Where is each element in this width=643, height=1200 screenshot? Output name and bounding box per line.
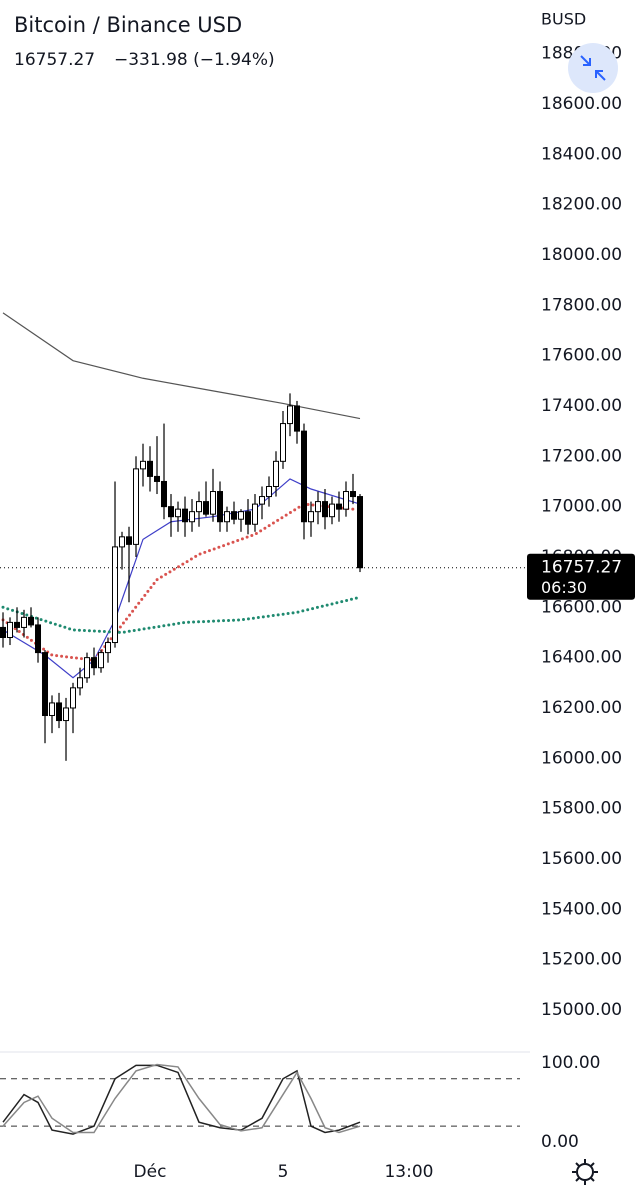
candle-body [154,475,161,482]
candle-body [49,702,56,717]
y-tick-label: 15200.00 [541,950,622,970]
overlay-line [1,595,362,634]
candle-body [217,491,224,523]
candle-body [273,460,280,487]
candle-body [21,616,28,628]
candle-body [196,501,203,513]
y-tick-label: 16200.00 [541,698,622,718]
y-tick-label: 100.00 [541,1053,600,1073]
candle-body [14,621,21,628]
candle-body [238,511,245,520]
candle-body [105,642,112,654]
y-tick-label: 16600.00 [541,597,622,617]
candle-body [259,496,266,505]
candle-body [84,657,91,679]
y-tick-label: 15000.00 [541,1000,622,1020]
candle-body [140,460,147,470]
candle-body [70,687,77,709]
candle-body [321,501,328,518]
candle-body [356,496,363,569]
candle-body [112,546,119,644]
overlay-line [2,478,361,679]
candle-body [266,485,273,498]
candle-body [224,511,231,523]
candle-body [189,511,196,523]
candle-body [63,707,70,722]
collapse-icon [580,55,606,81]
y-tick-label: 18000.00 [541,245,622,265]
y-tick-label: 17600.00 [541,346,622,366]
chart-title: Bitcoin / Binance USD [14,13,242,37]
gear-teeth [572,1159,598,1185]
candle-body [231,511,238,520]
x-tick-label: Déc [134,1162,167,1182]
candle-body [161,480,168,508]
y-tick-label: 16400.00 [541,648,622,668]
candle-body [0,626,7,638]
candle-body [287,405,294,425]
y-tick-label: 17800.00 [541,295,622,315]
candle-body [335,503,342,510]
y-tick-label: 18200.00 [541,195,622,215]
candle-body [245,511,252,525]
candle-body [119,536,126,548]
candle-body [308,511,315,523]
candle-body [280,423,287,462]
y-tick-label: 0.00 [541,1132,579,1152]
y-tick-label: 15800.00 [541,799,622,819]
y-tick-label: 16000.00 [541,748,622,768]
candle-body [56,702,63,722]
last-price-box [527,553,635,600]
y-tick-label: 17000.00 [541,497,622,517]
candle-body [203,501,210,515]
candle-body [301,430,308,523]
countdown-label: 06:30 [541,578,587,597]
y-tick-label: 17400.00 [541,396,622,416]
candle-body [126,536,133,545]
fullscreen-button[interactable] [568,43,618,93]
x-tick-label: 13:00 [384,1162,433,1182]
candle-body [42,652,49,717]
candle-body [294,405,301,432]
y-tick-label: 18600.00 [541,94,622,114]
candle-body [77,677,84,689]
last-price-label: 16757.27 [541,558,622,578]
overlay-line [1,502,355,662]
gear-icon [576,1163,594,1181]
candle-body [91,657,98,669]
candle-body [182,508,189,523]
candle-body [147,460,154,477]
button-bg [568,43,618,93]
y-tick-label: 15600.00 [541,849,622,869]
candle-body [342,491,349,510]
candle-body [210,491,217,515]
oscillator-line [2,1064,361,1135]
candle-body [133,468,140,545]
price-change: −331.98 (−1.94%) [114,50,275,70]
oscillator-line [2,1063,361,1134]
candle-body [7,621,14,639]
candle-body [328,503,335,518]
y-tick-label: 17200.00 [541,446,622,466]
currency-label: BUSD [541,10,586,29]
overlay-line [2,312,361,420]
candle-body [175,508,182,518]
candle-body [28,616,35,626]
y-tick-label: 18400.00 [541,144,622,164]
last-price: 16757.27 [14,50,95,70]
candle-body [349,491,356,498]
candle-body [168,506,175,518]
settings-button[interactable] [572,1159,598,1185]
candle-body [315,501,322,513]
x-tick-label: 5 [278,1162,289,1182]
candle-body [252,503,259,525]
y-tick-label: 15400.00 [541,899,622,919]
candle-body [98,652,105,669]
candle-body [35,624,42,654]
